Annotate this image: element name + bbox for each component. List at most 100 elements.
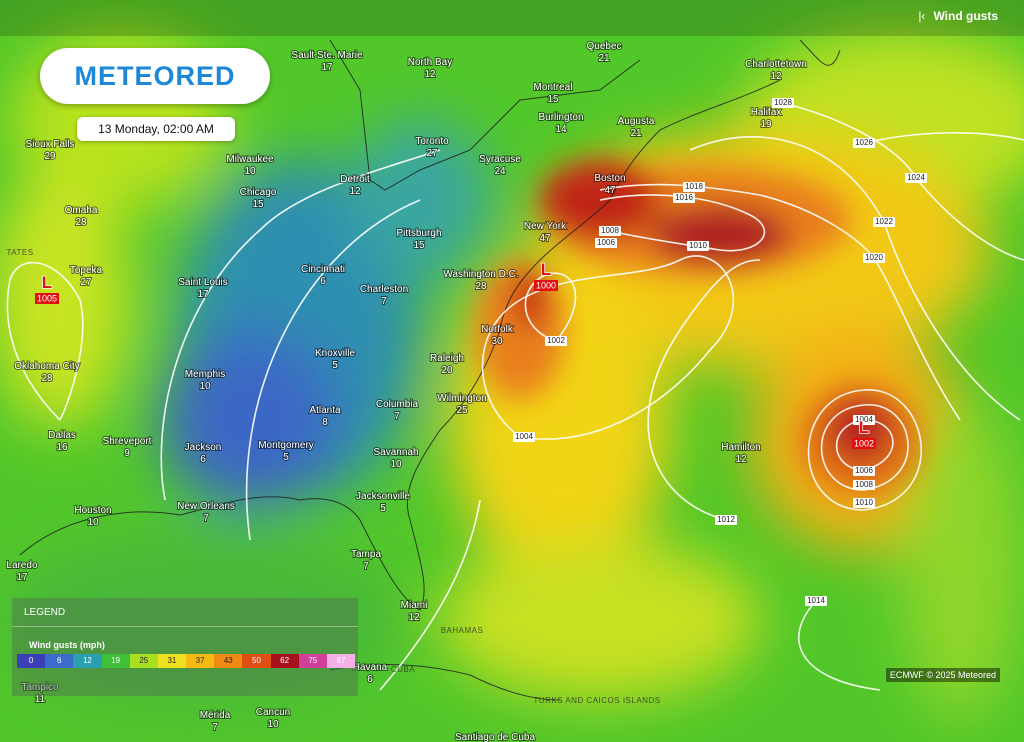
city-gust: 14 bbox=[555, 124, 567, 135]
city-name: Sault Ste. Marie bbox=[291, 50, 363, 61]
isobar-label: 1028 bbox=[774, 98, 792, 107]
isobar-label-box bbox=[873, 217, 895, 227]
city-gust: 16 bbox=[56, 442, 68, 453]
city-name: North Bay bbox=[408, 57, 452, 68]
low-pressure-box bbox=[534, 280, 558, 291]
layer-name: Wind gusts bbox=[933, 9, 998, 23]
isobar-label-box bbox=[863, 253, 885, 263]
isobar-label: 1024 bbox=[907, 173, 925, 182]
city-name: New York bbox=[524, 221, 567, 232]
isobar-label: 1002 bbox=[547, 336, 565, 345]
city-gust: 27 bbox=[426, 148, 438, 159]
isobar-label-box bbox=[772, 98, 794, 108]
city-name: Hamilton bbox=[721, 442, 760, 453]
region-label: TATES bbox=[6, 248, 33, 257]
city-name: New Orleans bbox=[177, 501, 235, 512]
city-gust: 15 bbox=[252, 199, 264, 210]
city-name: Charleston bbox=[360, 284, 408, 295]
isobar-label-box bbox=[853, 480, 875, 490]
city-name: Topeka bbox=[70, 265, 103, 276]
city-name: Milwaukee bbox=[226, 154, 274, 165]
pressure-labels: 1028 1026 1024 1022 1020 1018 1016 1008 1006 1010… bbox=[513, 98, 927, 606]
city-gust: 12 bbox=[349, 186, 361, 197]
isobar-label-box bbox=[595, 238, 617, 248]
isobar-label-box bbox=[599, 226, 621, 236]
isobar-label-box bbox=[805, 596, 827, 606]
city-gust: 9 bbox=[124, 448, 130, 459]
legend-step: 25 bbox=[129, 654, 158, 668]
city-gust: 12 bbox=[408, 612, 420, 623]
isobar-label: 1004 bbox=[855, 415, 873, 424]
isobar-label: 1012 bbox=[717, 515, 735, 524]
city-gust: 28 bbox=[41, 373, 53, 384]
city-gust: 30 bbox=[491, 336, 503, 347]
legend-divider bbox=[12, 626, 358, 627]
isobar-label: 1020 bbox=[865, 253, 883, 262]
isobar-label-box bbox=[513, 432, 535, 442]
city-gust: 10 bbox=[267, 719, 279, 730]
city-gust: 12 bbox=[424, 69, 436, 80]
city-name: Norfolk bbox=[481, 324, 514, 335]
city-name: Columbia bbox=[376, 399, 419, 410]
city-name: Knoxville bbox=[315, 348, 355, 359]
isobars bbox=[6, 102, 1024, 691]
city-name: Tampico bbox=[21, 682, 59, 693]
city-name: Wilmington bbox=[437, 393, 486, 404]
city-name: Omaha bbox=[65, 205, 98, 216]
city-name: Boston bbox=[594, 173, 625, 184]
city-gust: 17 bbox=[321, 62, 333, 73]
city-name: Santiago de Cuba bbox=[455, 732, 536, 742]
city-gust: 21 bbox=[630, 128, 642, 139]
low-pressure-box bbox=[35, 293, 59, 304]
layer-title[interactable]: |⁠‹ Wind gusts bbox=[918, 9, 998, 23]
isobar-label: 1026 bbox=[855, 138, 873, 147]
legend-title: LEGEND bbox=[24, 607, 66, 618]
logo: METEORED bbox=[40, 48, 270, 104]
isobar-label-box bbox=[683, 182, 705, 192]
city-name: Memphis bbox=[185, 369, 226, 380]
city-gust: 15 bbox=[413, 240, 425, 251]
city-gust: 7 bbox=[203, 513, 209, 524]
legend-scale: 0 6 12 19 25 31 37 43 50 62 75 87 bbox=[17, 654, 356, 668]
city-name: Charlottetown bbox=[745, 59, 807, 70]
layer-icon: |⁠‹ bbox=[918, 9, 926, 23]
legend-step: 31 bbox=[157, 654, 187, 668]
city-name: Dallas bbox=[48, 430, 76, 441]
legend-step: 37 bbox=[186, 654, 215, 668]
city-name: Chicago bbox=[240, 187, 277, 198]
isobar-label-box bbox=[715, 515, 737, 525]
logo-text: METEORED bbox=[74, 60, 236, 91]
isobar-label: 1004 bbox=[515, 432, 533, 441]
city-gust: 17 bbox=[16, 572, 28, 583]
low-pressure: 1005 bbox=[37, 293, 57, 303]
city-gust: 15 bbox=[547, 94, 559, 105]
city-gust: 8 bbox=[322, 417, 328, 428]
legend-step: 62 bbox=[270, 654, 299, 668]
isobar-label-box bbox=[687, 241, 709, 251]
city-gust: 7 bbox=[394, 411, 400, 422]
isobar-label: 1008 bbox=[855, 480, 873, 489]
region-label: TURKS AND CAICOS ISLANDS bbox=[533, 696, 660, 705]
city-gust: 28 bbox=[75, 217, 87, 228]
region-label: CUBA bbox=[391, 665, 415, 674]
low-symbol: L bbox=[859, 418, 869, 437]
city-name: Miami bbox=[401, 600, 428, 611]
city-gust: 29 bbox=[44, 151, 56, 162]
city-name: Syracuse bbox=[479, 154, 521, 165]
city-name: Pittsburgh bbox=[396, 228, 441, 239]
city-name: Tampa bbox=[351, 549, 381, 560]
isobar-label-box bbox=[853, 498, 875, 508]
city-gust: 10 bbox=[244, 166, 256, 177]
city-gust: 11 bbox=[35, 694, 46, 705]
city-name: Detroit bbox=[340, 174, 370, 185]
city-name: Houston bbox=[74, 505, 111, 516]
isobar-label: 1006 bbox=[597, 238, 615, 247]
city-name: Savannah bbox=[373, 447, 418, 458]
city-gust: 7 bbox=[381, 296, 387, 307]
city-name: Saint Louis bbox=[178, 277, 227, 288]
city-gust: 10 bbox=[87, 517, 99, 528]
city-name: Laredo bbox=[6, 560, 38, 571]
city-gust: 6 bbox=[320, 276, 326, 287]
city-gust: 12 bbox=[770, 71, 782, 82]
